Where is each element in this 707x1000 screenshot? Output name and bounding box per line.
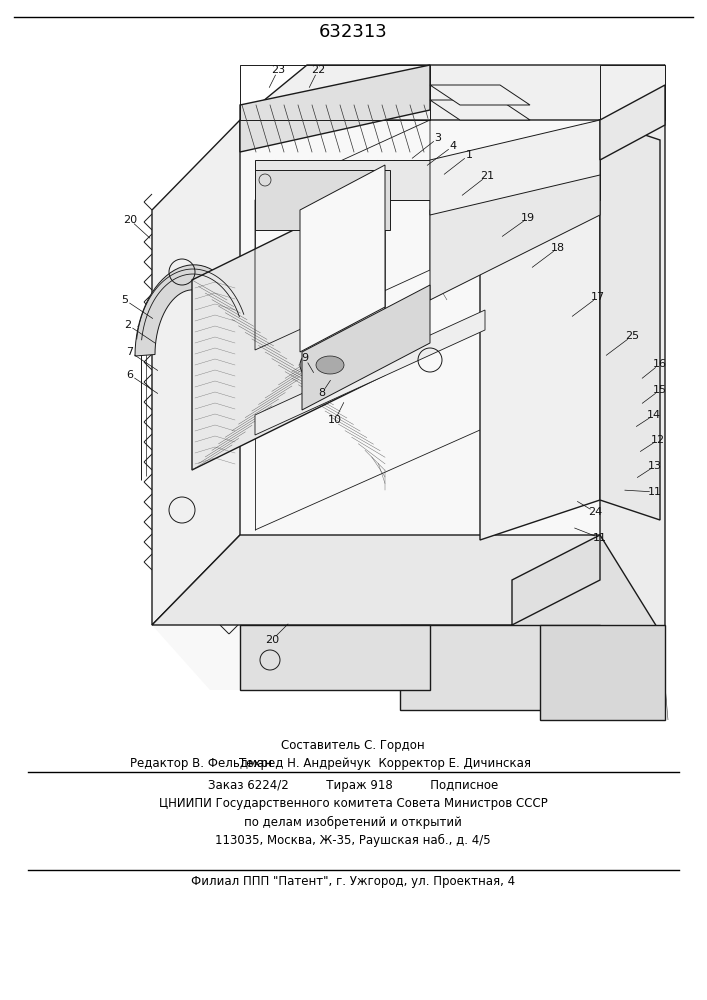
Text: Техред Н. Андрейчук  Корректор Е. Дичинская: Техред Н. Андрейчук Корректор Е. Дичинск… [239,758,531,770]
Text: 21: 21 [480,171,494,181]
Text: 11: 11 [593,533,607,543]
Ellipse shape [300,346,360,384]
Polygon shape [240,625,430,690]
Polygon shape [512,535,600,625]
Text: 8: 8 [318,388,325,398]
Text: 1: 1 [465,150,472,160]
Text: Составитель С. Гордон: Составитель С. Гордон [281,738,425,752]
Text: 23: 23 [271,65,285,75]
Polygon shape [512,535,665,720]
Polygon shape [600,85,665,160]
Text: 18: 18 [551,243,565,253]
Text: 22: 22 [311,65,325,75]
Polygon shape [152,120,240,625]
Text: 7: 7 [127,347,134,357]
Polygon shape [152,535,600,625]
Text: 25: 25 [625,331,639,341]
Polygon shape [430,100,530,120]
Polygon shape [152,120,660,690]
Text: 113035, Москва, Ж-35, Раушская наб., д. 4/5: 113035, Москва, Ж-35, Раушская наб., д. … [215,833,491,847]
Text: 4: 4 [450,141,457,151]
Polygon shape [135,265,245,356]
Polygon shape [400,625,600,710]
Polygon shape [192,185,385,470]
Polygon shape [480,120,600,540]
Text: Филиал ППП "Патент", г. Ужгород, ул. Проектная, 4: Филиал ППП "Патент", г. Ужгород, ул. Про… [191,876,515,888]
Polygon shape [255,310,485,435]
Polygon shape [600,65,665,120]
Polygon shape [255,170,390,230]
Polygon shape [302,285,430,410]
Text: 9: 9 [301,353,308,363]
Polygon shape [600,65,665,690]
Text: 3: 3 [435,133,441,143]
Text: 5: 5 [122,295,129,305]
Polygon shape [300,165,385,352]
Text: по делам изобретений и открытий: по делам изобретений и открытий [244,815,462,829]
Polygon shape [240,65,665,120]
Text: 11: 11 [648,487,662,497]
Text: 6: 6 [127,370,134,380]
Text: 12: 12 [651,435,665,445]
Text: Редактор В. Фельдман: Редактор В. Фельдман [130,758,272,770]
Polygon shape [255,160,600,200]
Polygon shape [430,125,600,300]
Text: Заказ 6224/2          Тираж 918          Подписное: Заказ 6224/2 Тираж 918 Подписное [208,778,498,792]
Polygon shape [430,120,600,215]
Text: 2: 2 [124,320,132,330]
Text: 632313: 632313 [319,23,387,41]
Text: 13: 13 [648,461,662,471]
Text: 19: 19 [521,213,535,223]
Text: 17: 17 [591,292,605,302]
Text: 16: 16 [653,359,667,369]
Text: 10: 10 [328,415,342,425]
Polygon shape [240,65,430,152]
Text: ЦНИИПИ Государственного комитета Совета Министров СССР: ЦНИИПИ Государственного комитета Совета … [158,798,547,810]
Text: 24: 24 [588,507,602,517]
Text: 20: 20 [123,215,137,225]
Polygon shape [430,85,530,105]
Polygon shape [540,625,665,720]
Text: 20: 20 [265,635,279,645]
Text: 14: 14 [647,410,661,420]
Ellipse shape [316,356,344,374]
Polygon shape [600,120,660,520]
Text: 15: 15 [653,385,667,395]
